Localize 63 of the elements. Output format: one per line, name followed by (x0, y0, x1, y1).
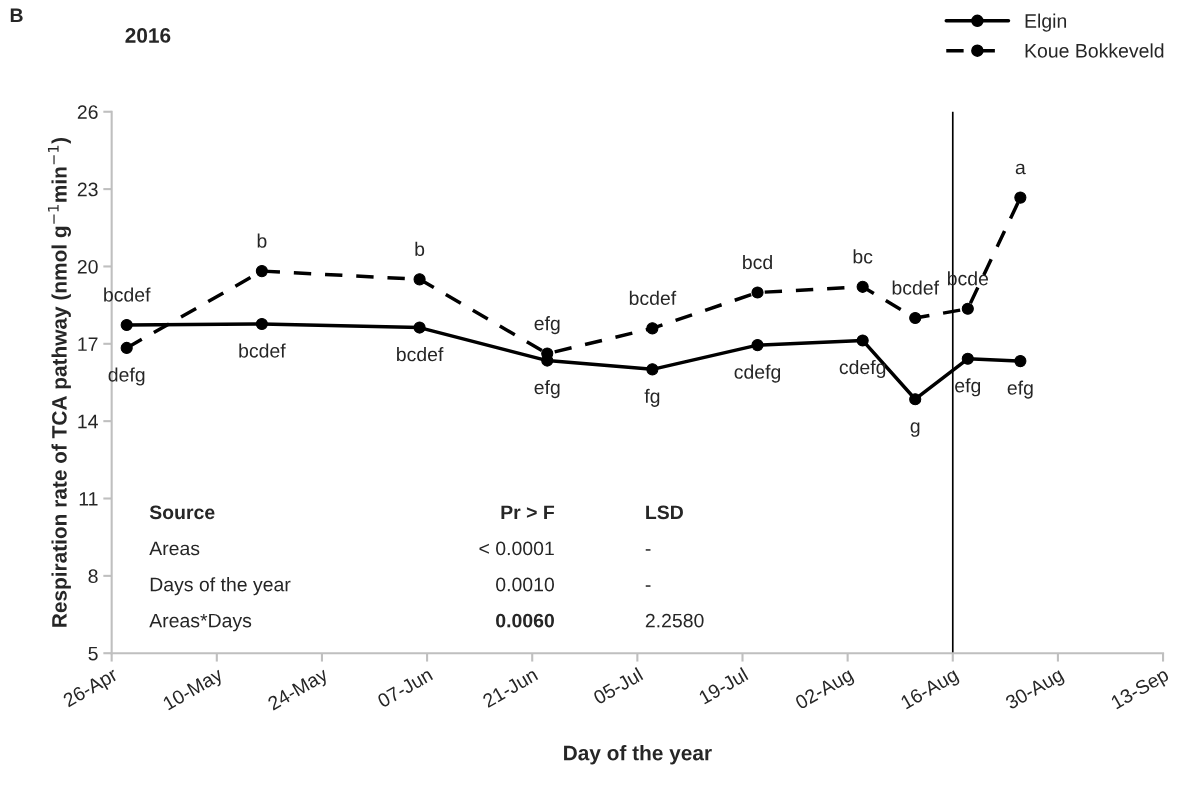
annotation: defg (108, 367, 145, 386)
x-axis-title: Day of the year (564, 745, 712, 765)
point (751, 339, 764, 352)
y-tick-label: 23 (77, 182, 98, 197)
annotation: - (645, 549, 651, 551)
annotation: efg (1007, 380, 1033, 399)
point (646, 363, 659, 376)
annotation: cdefg (839, 359, 886, 379)
annotation: Pr > F (501, 505, 555, 520)
point (413, 273, 426, 286)
annotation: efg (955, 378, 981, 397)
annotation: Areas (149, 541, 200, 556)
legend-label: Elgin (1025, 13, 1067, 32)
annotation: Days of the year (150, 577, 291, 596)
annotation: efg (534, 380, 560, 399)
annotation: fg (644, 388, 660, 407)
point (856, 280, 869, 293)
annotation: efg (534, 316, 560, 335)
annotation: 0.0060 (496, 613, 554, 628)
point (1014, 355, 1027, 368)
point (909, 311, 922, 325)
annotation: < 0.0001 (479, 541, 554, 556)
annotation: cdefg (734, 364, 781, 383)
annotation: LSD (646, 505, 683, 520)
point (961, 352, 974, 365)
legend-label: Koue Bokkeveld (1025, 43, 1164, 58)
annotation: a (1015, 163, 1026, 175)
point (413, 321, 426, 334)
annotation: bc (853, 249, 873, 264)
annotation: Areas*Days (149, 613, 252, 632)
annotation: bcdef (629, 290, 677, 306)
y-tick-label: 14 (78, 414, 98, 429)
text: B (10, 8, 23, 22)
annotation: bcdef (239, 343, 286, 358)
point (120, 341, 133, 355)
annotation: Source (149, 505, 215, 520)
y-tick-label: 17 (78, 337, 98, 351)
point (255, 317, 268, 331)
point (120, 318, 133, 332)
annotation: bcdef (397, 347, 444, 362)
point (255, 265, 268, 278)
y-tick-label: 26 (77, 105, 98, 119)
point (856, 334, 869, 347)
point (1014, 191, 1027, 204)
y-tick-label: 5 (88, 646, 98, 661)
point (961, 302, 974, 315)
y-axis-title: Respiration rate of TCA pathway (nmol g$^{−1}$min$^{−1}$) (47, 137, 71, 627)
annotation: bcd (743, 254, 772, 270)
annotation: bcdef (892, 280, 940, 295)
y-tick-label: 20 (77, 259, 98, 274)
chart-title: 2016 (125, 28, 171, 43)
point (646, 322, 659, 335)
annotation: 0.0010 (496, 577, 554, 592)
point (751, 286, 764, 299)
annotation: b (415, 241, 425, 257)
annotation: bcdef (104, 287, 151, 302)
y-tick-label: 11 (79, 492, 98, 506)
annotation: b (257, 233, 267, 248)
point (909, 393, 922, 406)
annotation: - (645, 585, 651, 587)
annotation: g (910, 422, 920, 437)
annotation: 2.2580 (645, 613, 704, 628)
y-tick-label: 8 (88, 569, 98, 584)
